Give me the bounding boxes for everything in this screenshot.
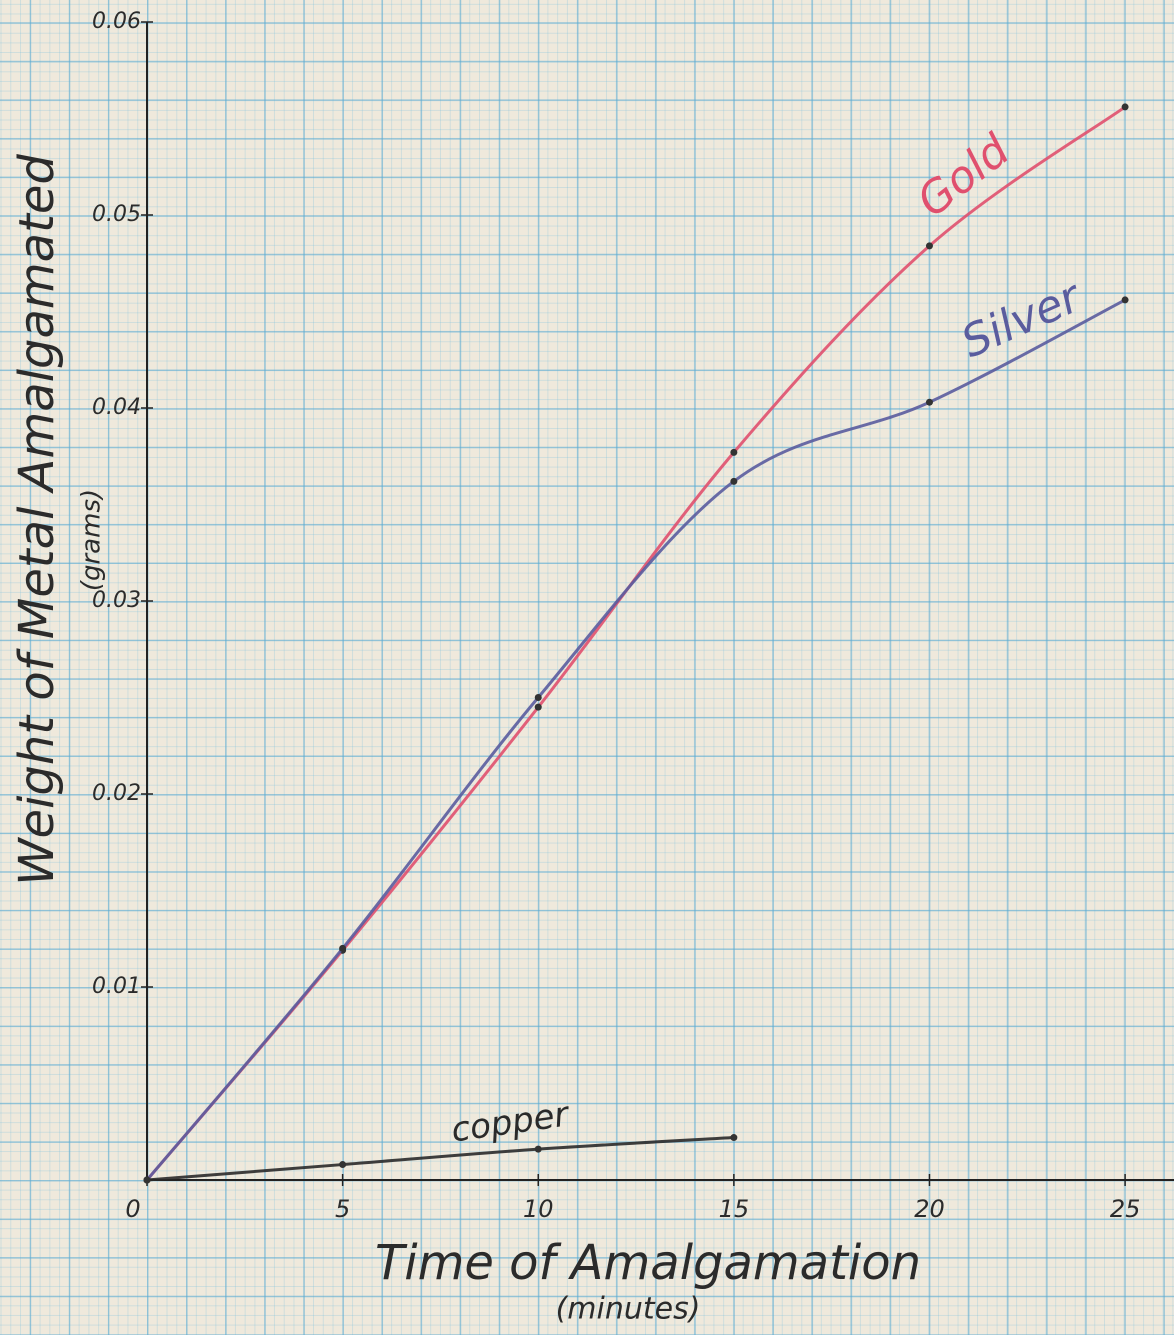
chart: Weight of Metal Amalgamated (grams) Time…	[0, 0, 1174, 1335]
y-axis-title: Weight of Metal Amalgamated	[9, 154, 65, 886]
x-tick-label: 10	[523, 1195, 554, 1223]
data-point	[1122, 103, 1129, 110]
data-point	[730, 449, 737, 456]
data-point	[535, 694, 542, 701]
x-axis-subtitle: (minutes)	[556, 1292, 701, 1327]
y-axis-subtitle: (grams)	[77, 489, 107, 591]
data-point	[339, 1161, 346, 1168]
y-tick-label: 0.05	[92, 202, 141, 227]
y-tick-label: 0.03	[92, 588, 141, 613]
data-point	[339, 945, 346, 952]
data-point	[730, 1134, 737, 1141]
series-label: Silver	[954, 270, 1090, 368]
series-label: copper	[449, 1094, 573, 1150]
data-point	[926, 399, 933, 406]
series-label: Gold	[908, 124, 1020, 227]
x-tick-label: 15	[719, 1195, 750, 1223]
page: Weight of Metal Amalgamated (grams) Time…	[0, 0, 1174, 1335]
series-line	[147, 107, 1125, 1180]
x-tick-label: 5	[335, 1195, 350, 1223]
y-tick-label: 0.02	[92, 781, 141, 806]
x-tick-label: 25	[1110, 1195, 1141, 1223]
data-point	[1122, 296, 1129, 303]
x-tick-label: 0	[125, 1195, 140, 1223]
x-tick-label: 20	[914, 1195, 945, 1223]
y-tick-label: 0.04	[92, 395, 141, 420]
y-tick-label: 0.06	[92, 9, 141, 34]
series-line	[147, 300, 1125, 1180]
data-point	[535, 704, 542, 711]
data-point	[730, 478, 737, 485]
data-point	[926, 242, 933, 249]
data-point	[144, 1177, 151, 1184]
y-tick-label: 0.01	[92, 974, 141, 999]
series-line	[147, 1138, 734, 1180]
x-axis-title: Time of Amalgamation	[375, 1235, 921, 1291]
data-point	[535, 1146, 542, 1153]
